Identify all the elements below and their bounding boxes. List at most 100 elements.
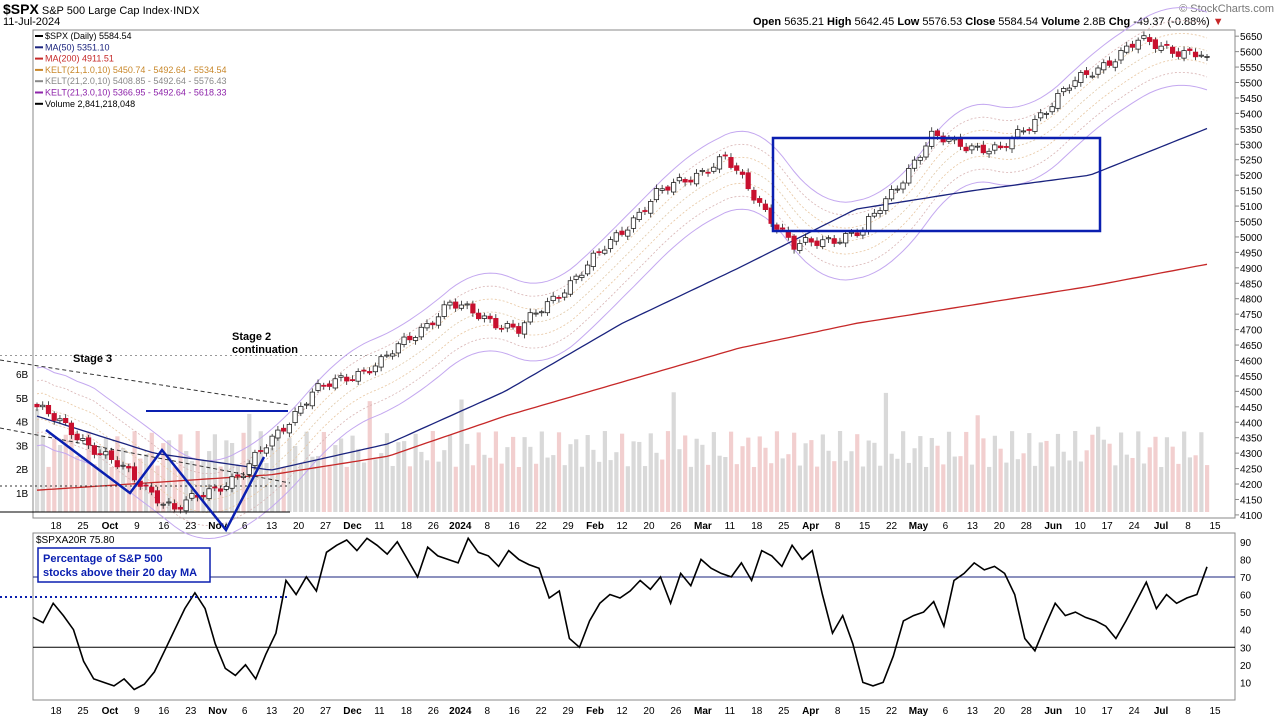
candle-body — [888, 189, 895, 200]
volume-bar — [516, 466, 521, 512]
candle-body — [298, 405, 304, 414]
x-tick-label: 23 — [185, 521, 197, 532]
volume-bar — [270, 448, 275, 512]
volume-bar — [1113, 465, 1118, 512]
keltner-line — [36, 7, 1208, 462]
candle-body — [1061, 88, 1067, 93]
candle-body — [108, 450, 115, 460]
candle-body — [1175, 51, 1181, 57]
candle-body — [728, 157, 734, 168]
volume-bar — [797, 465, 802, 512]
volume-bar — [637, 441, 642, 512]
candle-body — [68, 422, 75, 436]
candle-body — [223, 486, 229, 490]
legend-entry: KELT(21,1.0,10) 5450.74 - 5492.64 - 5534… — [45, 65, 226, 75]
volume-bar — [1205, 465, 1210, 512]
x-tick-label: 18 — [50, 521, 62, 532]
volume-bar — [86, 431, 91, 512]
volume-bar — [855, 434, 860, 512]
candle-body — [401, 336, 407, 345]
volume-bar — [1193, 455, 1198, 512]
candle-body — [516, 326, 522, 334]
volume-bar — [935, 445, 940, 512]
volume-bar — [1147, 447, 1152, 512]
candle-body — [906, 168, 912, 184]
x-tick-label: 20 — [643, 521, 655, 532]
candle-body — [338, 375, 344, 378]
candle-body — [154, 490, 161, 504]
y-tick-label-lower: 20 — [1240, 661, 1252, 672]
candle-body — [1038, 112, 1044, 119]
y-tick-label: 4350 — [1240, 434, 1263, 445]
x-tick-label-lower: 18 — [401, 706, 413, 717]
candle-body — [149, 486, 155, 493]
volume-bar — [367, 401, 372, 512]
y-tick-label-lower: 80 — [1240, 555, 1252, 566]
volume-bar — [1021, 453, 1026, 512]
volume-bar — [941, 464, 946, 512]
candle-body — [556, 296, 562, 299]
open-label: Open — [753, 16, 782, 28]
volume-bar — [327, 464, 332, 512]
volume-bar — [774, 431, 780, 512]
double-bottom-left — [45, 429, 266, 533]
volume-bar — [837, 431, 843, 512]
volume-bar — [1090, 434, 1095, 512]
volume-bar — [430, 431, 435, 512]
volume-bar — [849, 451, 854, 512]
candle-body — [1032, 119, 1038, 132]
candle-body — [332, 378, 338, 389]
volume-bar — [1061, 451, 1066, 512]
volume-bar — [69, 432, 74, 512]
volume-bar — [872, 442, 877, 512]
volume-bar — [551, 455, 556, 512]
candle-body — [80, 438, 86, 441]
candle-body — [235, 474, 241, 477]
candle-body — [258, 450, 264, 452]
volume-bar — [769, 463, 774, 512]
low-label: Low — [897, 16, 920, 28]
x-tick-label-lower: 2024 — [449, 706, 472, 717]
volume-bar — [425, 460, 430, 512]
candle-body — [355, 371, 361, 382]
volume-bar — [998, 448, 1003, 512]
candle-body — [1095, 67, 1101, 75]
resistance-trendline — [0, 359, 291, 406]
volume-bar — [866, 440, 871, 512]
x-tick-label: May — [909, 521, 929, 532]
symbol-exchange: INDX — [173, 5, 200, 17]
volume-bar — [740, 446, 745, 512]
down-arrow-icon: ▼ — [1212, 16, 1224, 28]
x-tick-label-lower: Dec — [343, 706, 362, 717]
volume-bar — [952, 456, 957, 512]
volume-bar — [723, 456, 728, 512]
candle-body — [665, 186, 671, 191]
candle-body — [183, 499, 189, 512]
volume-bar — [316, 455, 321, 512]
candle-body — [659, 188, 665, 191]
volume-bar — [402, 441, 407, 512]
candle-body — [579, 274, 585, 278]
volume-bar — [1187, 457, 1192, 512]
y-tick-label: 4200 — [1240, 480, 1263, 491]
x-tick-label: 15 — [859, 521, 871, 532]
low-value: 5576.53 — [922, 16, 963, 28]
symbol-name: S&P 500 Large Cap Index — [41, 5, 170, 17]
volume-bar — [780, 458, 785, 512]
breadth-panel — [32, 532, 1236, 701]
candle-body — [986, 150, 992, 155]
candle-body — [1055, 93, 1061, 109]
volume-label: Volume — [1041, 16, 1081, 28]
candle-body — [200, 495, 206, 498]
candle-body — [453, 301, 459, 309]
x-tick-label: 25 — [77, 521, 89, 532]
volume-bar — [878, 465, 883, 512]
x-tick-label: Nov — [208, 521, 227, 532]
x-tick-label-lower: Feb — [586, 706, 604, 717]
keltner-line — [36, 33, 1208, 488]
y-tick-label-lower: 30 — [1240, 643, 1252, 654]
candle-body — [866, 216, 872, 232]
volume-bar — [912, 448, 917, 512]
candle-body — [34, 403, 40, 408]
volume-bar — [579, 466, 585, 512]
